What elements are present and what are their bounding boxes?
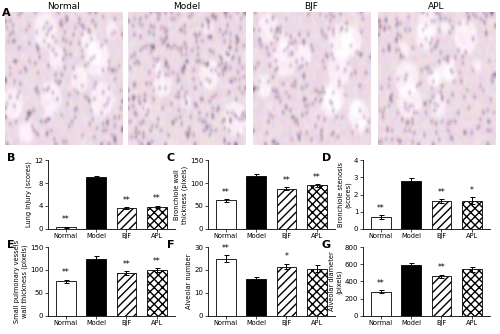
- Text: **: **: [153, 257, 160, 266]
- Bar: [147, 207, 167, 229]
- Bar: [216, 259, 236, 316]
- Text: **: **: [377, 204, 384, 213]
- Bar: [86, 259, 106, 316]
- Text: C: C: [166, 153, 175, 163]
- Bar: [401, 265, 421, 316]
- Text: D: D: [322, 153, 331, 163]
- Text: **: **: [438, 263, 446, 272]
- Y-axis label: Alveolar diameter
(pixels): Alveolar diameter (pixels): [329, 252, 343, 311]
- Text: **: **: [153, 194, 160, 203]
- Bar: [371, 292, 390, 316]
- Text: B: B: [6, 153, 15, 163]
- Text: A: A: [2, 8, 10, 18]
- Bar: [401, 181, 421, 229]
- Y-axis label: Alveolar number: Alveolar number: [186, 254, 192, 309]
- Text: **: **: [62, 268, 70, 277]
- Text: **: **: [122, 196, 130, 205]
- Bar: [462, 200, 481, 229]
- Title: Normal: Normal: [48, 2, 80, 11]
- Bar: [432, 201, 452, 229]
- Bar: [147, 270, 167, 316]
- Text: *: *: [284, 253, 288, 262]
- Bar: [307, 269, 326, 316]
- Title: BJF: BJF: [304, 2, 318, 11]
- Title: APL: APL: [428, 2, 444, 11]
- Text: G: G: [322, 240, 331, 250]
- Bar: [246, 279, 266, 316]
- Bar: [56, 227, 76, 229]
- Text: F: F: [166, 240, 174, 250]
- Bar: [462, 270, 481, 316]
- Bar: [56, 281, 76, 316]
- Bar: [432, 276, 452, 316]
- Text: **: **: [122, 260, 130, 269]
- Text: **: **: [222, 188, 230, 197]
- Bar: [216, 200, 236, 229]
- Bar: [276, 267, 296, 316]
- Text: **: **: [377, 279, 384, 288]
- Bar: [246, 176, 266, 229]
- Text: E: E: [6, 240, 14, 250]
- Bar: [116, 208, 136, 229]
- Bar: [307, 185, 326, 229]
- Text: **: **: [282, 176, 290, 185]
- Text: **: **: [222, 244, 230, 253]
- Bar: [371, 217, 390, 229]
- Bar: [86, 177, 106, 229]
- Y-axis label: Lung injury (scores): Lung injury (scores): [26, 162, 32, 227]
- Text: **: **: [438, 188, 446, 197]
- Bar: [116, 273, 136, 316]
- Y-axis label: Bronchiole stenosis
(scores): Bronchiole stenosis (scores): [338, 162, 352, 227]
- Title: Model: Model: [172, 2, 200, 11]
- Text: **: **: [313, 173, 320, 182]
- Y-axis label: Bronchiole wall
thickness (pixels): Bronchiole wall thickness (pixels): [174, 165, 188, 224]
- Bar: [276, 189, 296, 229]
- Text: *: *: [470, 186, 474, 195]
- Y-axis label: Small pulmonary vessels
wall thickness (pixels): Small pulmonary vessels wall thickness (…: [14, 240, 28, 323]
- Text: **: **: [62, 215, 70, 224]
